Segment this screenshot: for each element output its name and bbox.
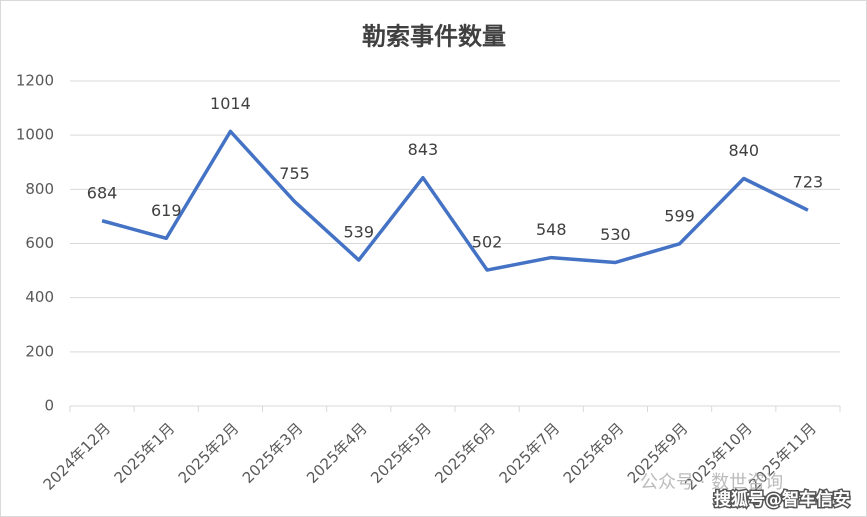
data-label: 619 [151, 201, 182, 220]
data-label: 502 [472, 233, 503, 252]
watermark: 搜狐号@智车信安 [714, 489, 850, 510]
y-tick-label: 800 [25, 180, 54, 198]
chart-title: 勒索事件数量 [362, 22, 506, 51]
y-tick-label: 600 [25, 234, 54, 252]
watermark: 公众号 · 数世咨询 [640, 472, 783, 493]
data-label: 684 [87, 183, 118, 202]
y-tick-label: 1000 [16, 126, 54, 144]
data-label: 530 [600, 225, 631, 244]
data-line [101, 129, 809, 272]
data-label: 539 [343, 223, 374, 242]
data-label: 1014 [210, 94, 251, 113]
y-tick-label: 400 [25, 288, 54, 306]
data-label: 723 [793, 173, 824, 192]
y-tick-label: 1200 [16, 72, 54, 90]
y-tick-label: 200 [25, 342, 54, 360]
data-label: 548 [536, 220, 567, 239]
y-tick-label: 0 [44, 397, 54, 415]
data-label: 840 [728, 141, 759, 160]
data-label: 755 [279, 164, 310, 183]
data-label: 599 [664, 206, 695, 225]
data-label: 843 [408, 140, 439, 159]
